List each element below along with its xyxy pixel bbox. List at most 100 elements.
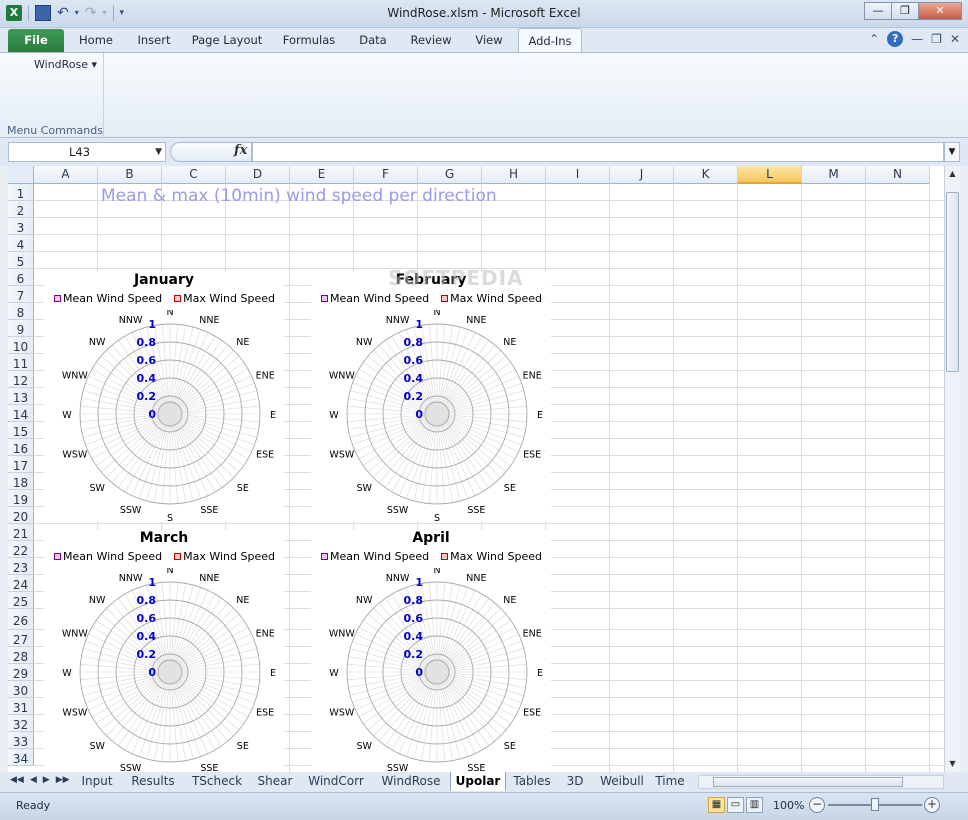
- redo-icon[interactable]: ↷: [84, 5, 97, 21]
- name-box-dropdown-icon[interactable]: ▼: [155, 147, 162, 157]
- column-header-f[interactable]: F: [354, 166, 418, 184]
- tab-data[interactable]: Data: [359, 33, 387, 47]
- sheet-tab-tscheck[interactable]: TScheck: [191, 774, 243, 788]
- sheet-tab-results[interactable]: Results: [131, 774, 175, 788]
- row-header-11[interactable]: 11: [8, 354, 34, 371]
- horizontal-scrollbar[interactable]: [698, 775, 944, 789]
- row-header-29[interactable]: 29: [8, 664, 34, 681]
- column-header-j[interactable]: J: [610, 166, 674, 184]
- row-header-2[interactable]: 2: [8, 201, 34, 218]
- scroll-up-icon[interactable]: ▲: [949, 169, 956, 178]
- tab-file[interactable]: File: [8, 29, 64, 52]
- row-header-7[interactable]: 7: [8, 286, 34, 303]
- zoom-slider-thumb[interactable]: [871, 798, 879, 811]
- row-header-26[interactable]: 26: [8, 609, 34, 630]
- expand-formula-bar-icon[interactable]: ▼: [944, 142, 960, 162]
- zoom-level[interactable]: 100%: [773, 799, 805, 812]
- sheet-tab-tables[interactable]: Tables: [513, 774, 551, 788]
- chart-march[interactable]: March Mean Wind Speed Max Wind Speed 0 0.…: [44, 530, 284, 772]
- row-header-3[interactable]: 3: [8, 218, 34, 235]
- sheet-tab-input[interactable]: Input: [81, 774, 113, 788]
- row-header-8[interactable]: 8: [8, 303, 34, 320]
- formula-bar-splitter[interactable]: [170, 142, 252, 162]
- row-header-16[interactable]: 16: [8, 439, 34, 456]
- row-header-22[interactable]: 22: [8, 541, 34, 558]
- column-header-e[interactable]: E: [290, 166, 354, 184]
- save-icon[interactable]: [35, 5, 51, 21]
- page-break-view-icon[interactable]: ▥: [746, 797, 763, 813]
- select-all-corner[interactable]: [8, 166, 34, 184]
- prev-sheet-icon[interactable]: ◀: [29, 775, 37, 785]
- sheet-tab-upolar[interactable]: Upolar: [450, 772, 506, 791]
- sheet-tab-shear[interactable]: Shear: [257, 774, 293, 788]
- row-header-18[interactable]: 18: [8, 473, 34, 490]
- column-header-g[interactable]: G: [418, 166, 482, 184]
- tab-add-ins[interactable]: Add-Ins: [518, 28, 582, 52]
- undo-icon[interactable]: ↶: [57, 5, 69, 21]
- help-icon[interactable]: ?: [887, 31, 904, 47]
- minimize-button[interactable]: —: [864, 2, 892, 20]
- row-header-25[interactable]: 25: [8, 592, 34, 609]
- normal-view-icon[interactable]: ▦: [708, 797, 725, 813]
- row-header-31[interactable]: 31: [8, 698, 34, 715]
- name-box[interactable]: L43 ▼: [8, 142, 166, 162]
- chart-april[interactable]: April Mean Wind Speed Max Wind Speed 0 0.…: [311, 530, 551, 772]
- column-header-m[interactable]: M: [802, 166, 866, 184]
- sheet-tab-weibull[interactable]: Weibull: [600, 774, 644, 788]
- tab-insert[interactable]: Insert: [137, 33, 171, 47]
- row-header-27[interactable]: 27: [8, 630, 34, 647]
- row-header-5[interactable]: 5: [8, 252, 34, 269]
- row-header-6[interactable]: 6: [8, 269, 34, 286]
- row-header-32[interactable]: 32: [8, 715, 34, 732]
- redo-dropdown-icon[interactable]: ▾: [102, 8, 107, 17]
- row-header-19[interactable]: 19: [8, 490, 34, 507]
- sheet-tab-windcorr[interactable]: WindCorr: [308, 774, 364, 788]
- column-header-c[interactable]: C: [162, 166, 226, 184]
- page-layout-view-icon[interactable]: ▭: [727, 797, 744, 813]
- row-header-33[interactable]: 33: [8, 732, 34, 749]
- row-header-12[interactable]: 12: [8, 371, 34, 388]
- tab-view[interactable]: View: [475, 33, 503, 47]
- row-header-28[interactable]: 28: [8, 647, 34, 664]
- zoom-in-icon[interactable]: +: [924, 797, 940, 813]
- row-header-4[interactable]: 4: [8, 235, 34, 252]
- vertical-scrollbar[interactable]: ▲ ▼: [944, 166, 960, 772]
- column-header-d[interactable]: D: [226, 166, 290, 184]
- column-header-h[interactable]: H: [482, 166, 546, 184]
- column-header-n[interactable]: N: [866, 166, 930, 184]
- sheet-tab-windrose[interactable]: WindRose: [381, 774, 441, 788]
- column-header-b[interactable]: B: [98, 166, 162, 184]
- row-header-20[interactable]: 20: [8, 507, 34, 524]
- workbook-close-icon[interactable]: ✕: [949, 32, 960, 46]
- tab-home[interactable]: Home: [79, 33, 113, 47]
- row-header-9[interactable]: 9: [8, 320, 34, 337]
- row-header-14[interactable]: 14: [8, 405, 34, 422]
- sheet-tab-time[interactable]: Time: [655, 774, 685, 788]
- column-header-a[interactable]: A: [34, 166, 98, 184]
- row-header-34[interactable]: 34: [8, 749, 34, 766]
- column-header-l[interactable]: L: [738, 166, 802, 184]
- workbook-restore-icon[interactable]: ❐: [931, 32, 942, 46]
- workbook-minimize-icon[interactable]: —: [911, 32, 924, 46]
- windrose-menu-button[interactable]: WindRose ▾: [34, 58, 98, 71]
- tab-review[interactable]: Review: [410, 33, 452, 47]
- row-header-1[interactable]: 1: [8, 184, 34, 201]
- tab-page-layout[interactable]: Page Layout: [191, 33, 263, 47]
- row-header-15[interactable]: 15: [8, 422, 34, 439]
- scroll-down-icon[interactable]: ▼: [949, 759, 956, 768]
- row-header-23[interactable]: 23: [8, 558, 34, 575]
- collapse-ribbon-icon[interactable]: ⌃: [869, 32, 880, 46]
- insert-function-icon[interactable]: fx: [234, 143, 248, 158]
- row-header-30[interactable]: 30: [8, 681, 34, 698]
- column-header-i[interactable]: I: [546, 166, 610, 184]
- row-header-13[interactable]: 13: [8, 388, 34, 405]
- vertical-scroll-thumb[interactable]: [946, 192, 959, 372]
- excel-logo-icon[interactable]: X: [6, 5, 22, 21]
- row-header-24[interactable]: 24: [8, 575, 34, 592]
- tab-formulas[interactable]: Formulas: [282, 33, 336, 47]
- formula-input[interactable]: [252, 142, 944, 162]
- last-sheet-icon[interactable]: ▶▶: [55, 775, 70, 785]
- first-sheet-icon[interactable]: ◀◀: [10, 775, 24, 785]
- restore-button[interactable]: ❐: [891, 2, 919, 20]
